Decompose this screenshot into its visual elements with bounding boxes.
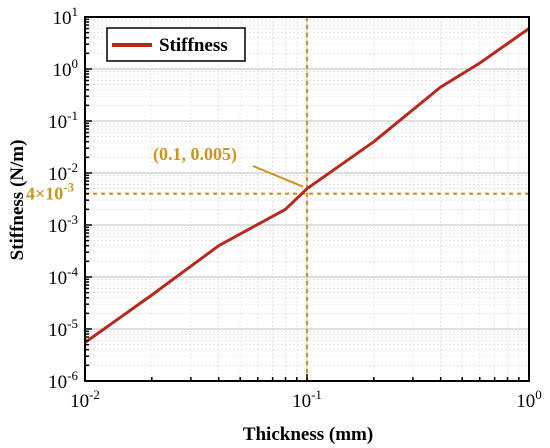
point-annotation-label: (0.1, 0.005) bbox=[153, 144, 237, 165]
x-tick-label: 10-1 bbox=[292, 387, 322, 412]
hline-annotation-label: 4×10-3 bbox=[26, 180, 75, 204]
y-tick-label: 10-1 bbox=[48, 108, 78, 133]
x-tick-label: 100 bbox=[516, 387, 542, 412]
y-tick-label: 100 bbox=[53, 56, 79, 81]
x-axis-title: Thickness (mm) bbox=[243, 424, 373, 445]
grid bbox=[85, 17, 529, 381]
y-axis-title: Stiffness (N/m) bbox=[7, 140, 28, 261]
x-tick-label: 10-2 bbox=[70, 387, 100, 412]
legend-label-stiffness: Stiffness bbox=[159, 35, 228, 56]
y-tick-label: 10-6 bbox=[48, 368, 78, 393]
legend: Stiffness bbox=[107, 28, 245, 61]
y-tick-label: 101 bbox=[53, 4, 79, 29]
axis-ticks: 10-2 10-1 10010-610-510-410-310-210-110010… bbox=[48, 4, 542, 412]
y-tick-label: 10-3 bbox=[48, 212, 78, 237]
annotation-arrow bbox=[253, 166, 303, 187]
y-tick-label: 10-5 bbox=[48, 316, 78, 341]
y-tick-label: 10-4 bbox=[48, 264, 78, 289]
